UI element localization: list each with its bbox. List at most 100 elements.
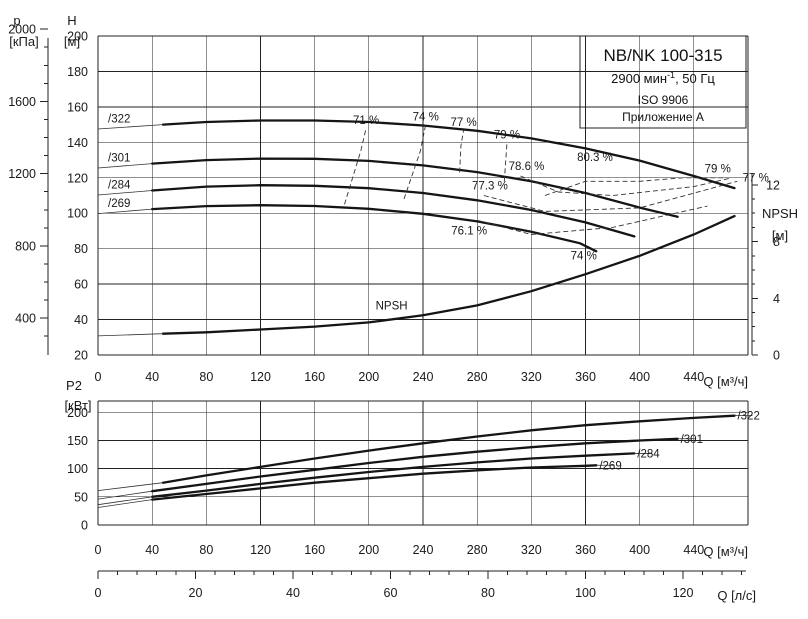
p2-axis-unit: [кВт] bbox=[64, 398, 91, 413]
p-tick-label: 800 bbox=[15, 239, 36, 253]
power-x-tick-label: 280 bbox=[467, 543, 488, 557]
x-tick-label: 360 bbox=[575, 370, 596, 384]
power-y-tick-label: 100 bbox=[67, 462, 88, 476]
x-tick-label: 80 bbox=[199, 370, 213, 384]
efficiency-line bbox=[520, 175, 732, 196]
efficiency-line bbox=[344, 128, 367, 205]
power-x-tick-label: 120 bbox=[250, 543, 271, 557]
ls-tick-label: 80 bbox=[481, 586, 495, 600]
head-curve-label: /284 bbox=[108, 179, 131, 191]
h-tick-label: 180 bbox=[67, 65, 88, 79]
x-tick-label: 0 bbox=[95, 370, 102, 384]
x-tick-label: 200 bbox=[358, 370, 379, 384]
p-tick-label: 1600 bbox=[8, 95, 36, 109]
p-tick-label: 400 bbox=[15, 312, 36, 326]
head-curve-label: /269 bbox=[108, 198, 130, 210]
h-axis-name: H bbox=[67, 13, 76, 28]
h-tick-label: 160 bbox=[67, 100, 88, 114]
efficiency-label: 74 % bbox=[413, 112, 439, 124]
power-x-tick-label: 0 bbox=[95, 543, 102, 557]
standard-info: ISO 9906 bbox=[638, 93, 689, 107]
x-tick-label: 320 bbox=[521, 370, 542, 384]
efficiency-label: 77 % bbox=[451, 117, 477, 129]
npsh-curve-label: NPSH bbox=[376, 301, 408, 313]
power-curve-301 bbox=[151, 437, 679, 493]
power-x-tick-label: 200 bbox=[358, 543, 379, 557]
power-x-tick-label: 320 bbox=[521, 543, 542, 557]
x-tick-label: 240 bbox=[413, 370, 434, 384]
ls-tick-label: 40 bbox=[286, 586, 300, 600]
head-curve-label: /301 bbox=[108, 152, 130, 164]
title-box: NB/NK 100-315 2900 мин-1, 50 Гц ISO 9906… bbox=[579, 35, 747, 129]
power-curve-extension bbox=[97, 482, 164, 491]
head-curve-extension bbox=[97, 163, 153, 169]
x-tick-label: 120 bbox=[250, 370, 271, 384]
efficiency-label: 77.3 % bbox=[472, 181, 508, 193]
ls-tick-label: 0 bbox=[95, 586, 102, 600]
power-x-tick-label: 360 bbox=[575, 543, 596, 557]
npsh-curve-extension bbox=[97, 333, 164, 337]
x-axis-label-ls: Q [л/с] bbox=[717, 588, 756, 603]
power-x-tick-label: 240 bbox=[413, 543, 434, 557]
x-axis-label-power: Q [м³/ч] bbox=[703, 544, 748, 559]
h-tick-label: 20 bbox=[74, 349, 88, 363]
power-x-tick-label: 440 bbox=[683, 543, 704, 557]
efficiency-label: 79 % bbox=[494, 129, 520, 141]
h-tick-label: 80 bbox=[74, 242, 88, 256]
npsh-tick-label: 8 bbox=[773, 235, 780, 249]
power-curve-322 bbox=[161, 414, 736, 484]
speed-info: 2900 мин-1, 50 Гц bbox=[611, 70, 715, 86]
chart-title: NB/NK 100-315 bbox=[603, 46, 722, 65]
power-x-tick-label: 160 bbox=[304, 543, 325, 557]
x-axis-label-top: Q [м³/ч] bbox=[703, 374, 748, 389]
head-curve-label: /322 bbox=[108, 113, 130, 125]
head-curve-extension bbox=[97, 208, 153, 214]
power-curve-extension bbox=[97, 499, 153, 508]
power-curve-label: /322 bbox=[737, 411, 759, 423]
power-y-tick-label: 0 bbox=[81, 519, 88, 533]
ls-tick-label: 100 bbox=[575, 586, 596, 600]
h-tick-label: 140 bbox=[67, 136, 88, 150]
x-tick-label: 280 bbox=[467, 370, 488, 384]
efficiency-label: 80.3 % bbox=[577, 152, 613, 164]
efficiency-line bbox=[459, 129, 465, 173]
power-curve-extension bbox=[97, 490, 153, 500]
title-box-frame bbox=[579, 35, 747, 129]
head-curve-269 bbox=[151, 204, 598, 253]
efficiency-line bbox=[503, 142, 508, 182]
efficiency-side-label: 74 % bbox=[571, 250, 597, 262]
x-tick-label: 160 bbox=[304, 370, 325, 384]
head-curve-extension bbox=[97, 190, 153, 196]
power-curve-284 bbox=[151, 452, 636, 498]
efficiency-line bbox=[544, 177, 724, 196]
efficiency-line bbox=[483, 180, 738, 212]
head-curve-extension bbox=[97, 124, 164, 130]
power-y-tick-label: 200 bbox=[67, 406, 88, 420]
p-tick-label: 2000 bbox=[8, 23, 36, 37]
annex-info: Приложение A bbox=[622, 110, 704, 124]
power-curve-label: /269 bbox=[599, 460, 621, 472]
h-tick-label: 100 bbox=[67, 207, 88, 221]
efficiency-side-label: 77 % bbox=[743, 172, 769, 184]
power-curve-label: /301 bbox=[681, 434, 703, 446]
h-tick-label: 60 bbox=[74, 278, 88, 292]
head-curve-301 bbox=[151, 157, 679, 218]
power-x-tick-label: 80 bbox=[199, 543, 213, 557]
head-curve-322 bbox=[161, 119, 736, 190]
p-axis-unit: [кПа] bbox=[9, 34, 39, 49]
npsh-tick-label: 0 bbox=[773, 349, 780, 363]
power-curve-extension bbox=[97, 496, 153, 506]
power-y-tick-label: 50 bbox=[74, 490, 88, 504]
h-tick-label: 200 bbox=[67, 30, 88, 44]
npsh-axis-unit: [м] bbox=[772, 228, 788, 243]
power-x-tick-label: 40 bbox=[145, 543, 159, 557]
x-tick-label: 40 bbox=[145, 370, 159, 384]
h-tick-label: 40 bbox=[74, 313, 88, 327]
x-tick-label: 400 bbox=[629, 370, 650, 384]
npsh-axis-name: NPSH bbox=[762, 206, 798, 221]
npsh-curve bbox=[161, 214, 736, 335]
p2-axis-name: P2 bbox=[66, 378, 82, 393]
p-tick-label: 1200 bbox=[8, 167, 36, 181]
efficiency-line bbox=[477, 205, 708, 235]
